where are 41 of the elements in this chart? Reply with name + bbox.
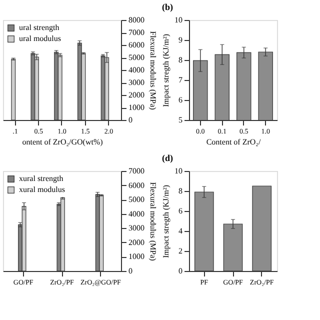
x-axis-title: ontent of ZrO₂/GO(wt%) xyxy=(22,138,104,146)
y2-tick-label: 3000 xyxy=(128,78,144,87)
y-axis-title: Impact stregth (KJ/m²) xyxy=(162,184,170,258)
y2-tick-label: 4000 xyxy=(128,209,144,218)
chart-title: (b) xyxy=(162,2,173,12)
chart-title: (d) xyxy=(162,153,173,163)
y2-tick-label: 5000 xyxy=(128,195,144,204)
y2-axis-title: Flexural modulus (MPa) xyxy=(148,31,158,110)
y-tick-label: 4 xyxy=(178,226,182,236)
y2-tick-label: 1000 xyxy=(128,103,144,112)
y2-tick-label: 6000 xyxy=(128,40,144,50)
y-tick-label: 7 xyxy=(178,76,182,84)
y2-tick-label: 7000 xyxy=(128,28,144,37)
y-tick-label: 5 xyxy=(178,116,182,124)
x-axis-title: Content of ZrO₂/ xyxy=(206,138,262,146)
legend-label: xural strength xyxy=(19,174,64,183)
y2-tick-label: 2000 xyxy=(128,90,144,100)
legend-label: ural strength xyxy=(19,23,60,32)
y2-tick-label: 0 xyxy=(128,266,132,276)
y-tick-label: 8 xyxy=(178,56,182,64)
y2-tick-label: 0 xyxy=(128,116,132,124)
y-tick-label: 9 xyxy=(178,36,182,44)
y-tick-label: 6 xyxy=(178,96,182,104)
y2-tick-label: 4000 xyxy=(128,66,144,74)
y2-tick-label: 7000 xyxy=(128,166,144,176)
y2-tick-label: 2000 xyxy=(128,238,144,247)
y-axis-title: Impact stregth (KJ/m²) xyxy=(162,34,170,108)
y2-tick-label: 8000 xyxy=(128,16,144,24)
y-tick-label: 8 xyxy=(178,186,182,196)
y2-tick-label: 3000 xyxy=(128,224,144,233)
y2-tick-label: 1000 xyxy=(128,252,144,262)
y-tick-label: 2 xyxy=(178,246,182,256)
legend-label: xural modulus xyxy=(19,185,65,194)
y-tick-label: 10 xyxy=(174,166,182,176)
legend-label: ural modulus xyxy=(19,34,61,43)
y-tick-label: 6 xyxy=(178,206,182,216)
y-tick-label: 10 xyxy=(174,16,182,24)
y2-tick-label: 6000 xyxy=(128,180,144,190)
y2-axis-title: Flexural modulus (MPa) xyxy=(148,182,158,262)
y-tick-label: 0 xyxy=(178,266,182,276)
y2-tick-label: 5000 xyxy=(128,53,144,62)
